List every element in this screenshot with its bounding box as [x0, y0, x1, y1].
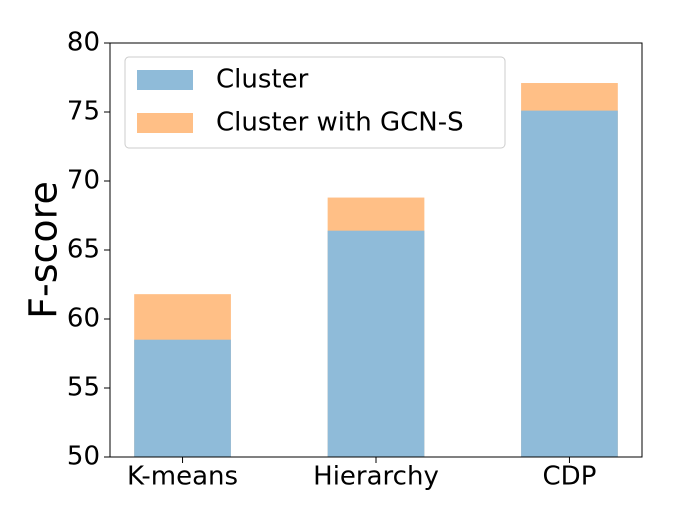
bar	[521, 110, 618, 458]
y-tick-label: 60	[67, 304, 100, 334]
bar	[327, 230, 425, 457]
y-axis-label: F-score	[22, 181, 66, 319]
legend-label: Cluster with GCN-S	[216, 108, 464, 138]
legend-box	[124, 56, 506, 149]
legend-label: Cluster	[216, 65, 309, 95]
x-tick-label: Hierarchy	[313, 462, 439, 492]
y-tick-label: 80	[67, 28, 100, 58]
y-tick-label: 55	[67, 373, 100, 403]
y-tick-label: 70	[67, 166, 100, 196]
legend-swatch	[137, 70, 193, 90]
y-tick-label: 75	[67, 97, 100, 127]
x-tick-label: K-means	[127, 462, 238, 492]
x-tick-label: CDP	[543, 462, 597, 492]
legend-swatch	[137, 113, 193, 133]
y-tick-label: 65	[67, 235, 100, 265]
y-tick-label: 50	[67, 442, 100, 472]
bar	[134, 339, 231, 457]
